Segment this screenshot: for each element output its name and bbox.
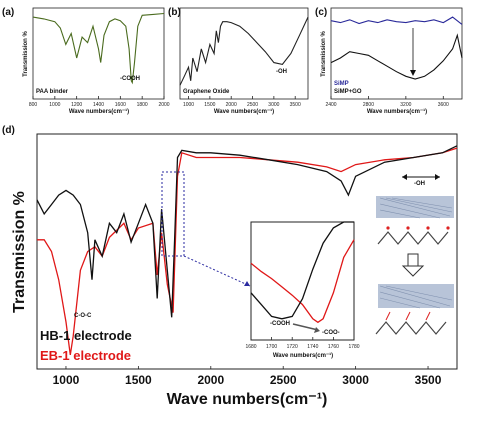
inset-frame (250, 221, 355, 341)
x-tick-label: 3600 (438, 102, 449, 108)
x-tick-label: 2800 (363, 102, 374, 108)
panel-c-x-axis-label: Wave numbers(cm⁻¹) (367, 108, 427, 115)
panel-b-legend: Graphene Oxide (183, 89, 230, 95)
panel-a-series-paa (32, 12, 165, 85)
panel-b-x-axis-label: Wave numbers(cm⁻¹) (214, 108, 274, 115)
panel-d-zoom-connector (183, 255, 251, 287)
x-tick-label: 1500 (125, 373, 152, 387)
x-tick-label: 2000 (226, 102, 237, 108)
panel-c-label: (c) (315, 7, 327, 18)
panel-d-oh-arrow-right (435, 174, 440, 180)
panel-d-x-axis-label: Wave numbers(cm⁻¹) (167, 391, 328, 408)
x-tick-label: 2000 (197, 373, 224, 387)
x-tick-label: 3500 (290, 102, 301, 108)
panel-b-frame (179, 7, 309, 100)
x-tick-label: 1500 (204, 102, 215, 108)
panel-d-zoom-connector-head (244, 281, 250, 286)
panel-d-legend-hb1: HB-1 electrode (40, 328, 132, 343)
panel-d-annotation-oh: -OH (414, 181, 425, 187)
panel-a-annotation-cooh: -COOH (120, 76, 140, 82)
inset-x-axis-label: Wave numbers(cm⁻¹) (273, 352, 333, 359)
inset-x-ticks: 1680 1700 1720 1740 1760 1780 (245, 337, 360, 350)
inset-arrow-head (314, 327, 320, 333)
x-tick-label: 800 (29, 102, 38, 108)
graphene-sheet-bottom-texture (379, 285, 453, 309)
mechanism-schematic (375, 196, 454, 335)
panel-d-series-hb1 (36, 145, 458, 318)
inset-annotation-cooh: -COOH (270, 321, 290, 327)
oxygen-atom (426, 226, 430, 230)
panel-a-x-axis-label: Wave numbers(cm⁻¹) (69, 108, 129, 115)
panel-d-y-axis-label: Transmission % (11, 191, 28, 313)
x-tick-label: 3500 (415, 373, 442, 387)
x-tick-label: 1720 (287, 344, 298, 350)
process-arrow-body (407, 253, 419, 267)
inset-chart: 1680 1700 1720 1740 1760 1780 Wave numbers(cm… (245, 221, 360, 359)
x-tick-label: 3200 (400, 102, 411, 108)
panel-d-legend-eb1: EB-1 electrode (40, 348, 131, 363)
x-tick-label: 1600 (115, 102, 126, 108)
x-tick-label: 2500 (270, 373, 297, 387)
panel-a-x-ticks: 800 1000 1200 1400 1600 1800 2000 (29, 96, 170, 108)
panel-b-series-go (179, 16, 309, 86)
panel-c-series-simp-go (330, 33, 463, 80)
inset-series-eb1 (250, 239, 355, 324)
panel-b-label: (b) (168, 7, 181, 18)
inset-arrow (292, 323, 319, 331)
panel-b: (b) 1000 1500 2000 2500 3000 3500 Wave number… (168, 7, 309, 115)
panel-b-annotation-oh: -OH (276, 69, 287, 75)
x-tick-label: 1000 (53, 373, 80, 387)
x-tick-label: 2000 (158, 102, 169, 108)
panel-d-x-ticks: 1000 1500 2000 2500 3000 3500 (53, 366, 442, 387)
panel-b-x-ticks: 1000 1500 2000 2500 3000 3500 (183, 96, 301, 108)
panel-c-frame (330, 7, 463, 100)
panel-c-series-simp (330, 16, 463, 25)
x-tick-label: 1200 (71, 102, 82, 108)
panel-d: (d) 1000 1500 2000 2500 3000 3500 Wave number… (2, 125, 458, 408)
oxygen-atom (406, 226, 410, 230)
panel-a-label: (a) (2, 7, 14, 18)
inset-series-hb1 (250, 221, 354, 320)
inset-annotation-coo: -COO- (322, 330, 340, 336)
x-tick-label: 1680 (245, 344, 256, 350)
x-tick-label: 1760 (328, 344, 339, 350)
x-tick-label: 1400 (93, 102, 104, 108)
panel-c: (c) 2400 2800 3200 3600 Wave numbers(cm⁻¹) … (315, 7, 463, 115)
x-tick-label: 1000 (183, 102, 194, 108)
panel-c-legend-simp-go: SiMP+GO (334, 89, 362, 95)
panel-a-y-axis-label: Transmission % (23, 30, 29, 76)
panel-a: (a) 800 1000 1200 1400 1600 1800 2000 Wave num… (2, 7, 170, 115)
oxygen-atom (446, 226, 450, 230)
panel-d-annotation-coc: C-O-C (74, 313, 92, 319)
x-tick-label: 2400 (325, 102, 336, 108)
x-tick-label: 1700 (266, 344, 277, 350)
x-tick-label: 3000 (342, 373, 369, 387)
panel-a-legend: PAA binder (36, 89, 69, 95)
graphene-sheet-top-texture (379, 197, 453, 219)
polymer-chain-top (377, 231, 449, 245)
x-tick-label: 2500 (247, 102, 258, 108)
x-tick-label: 3000 (268, 102, 279, 108)
panel-d-frame (36, 133, 458, 370)
x-tick-label: 1780 (348, 344, 359, 350)
x-tick-label: 1800 (137, 102, 148, 108)
panel-d-label: (d) (2, 125, 15, 136)
x-tick-label: 1740 (307, 344, 318, 350)
ester-bonds (385, 311, 431, 321)
panel-c-legend-simp: SiMP (334, 81, 349, 87)
x-tick-label: 1000 (49, 102, 60, 108)
panel-d-zoom-region (161, 171, 185, 257)
panel-d-oh-arrow-left (402, 174, 407, 180)
polymer-chain-bottom (375, 321, 447, 335)
oxygen-atom (386, 226, 390, 230)
panel-c-arrow-head (410, 70, 416, 76)
panel-c-y-axis-label: Transmission % (321, 30, 327, 76)
panel-c-x-ticks: 2400 2800 3200 3600 (325, 96, 449, 108)
process-arrow-head (401, 265, 425, 277)
